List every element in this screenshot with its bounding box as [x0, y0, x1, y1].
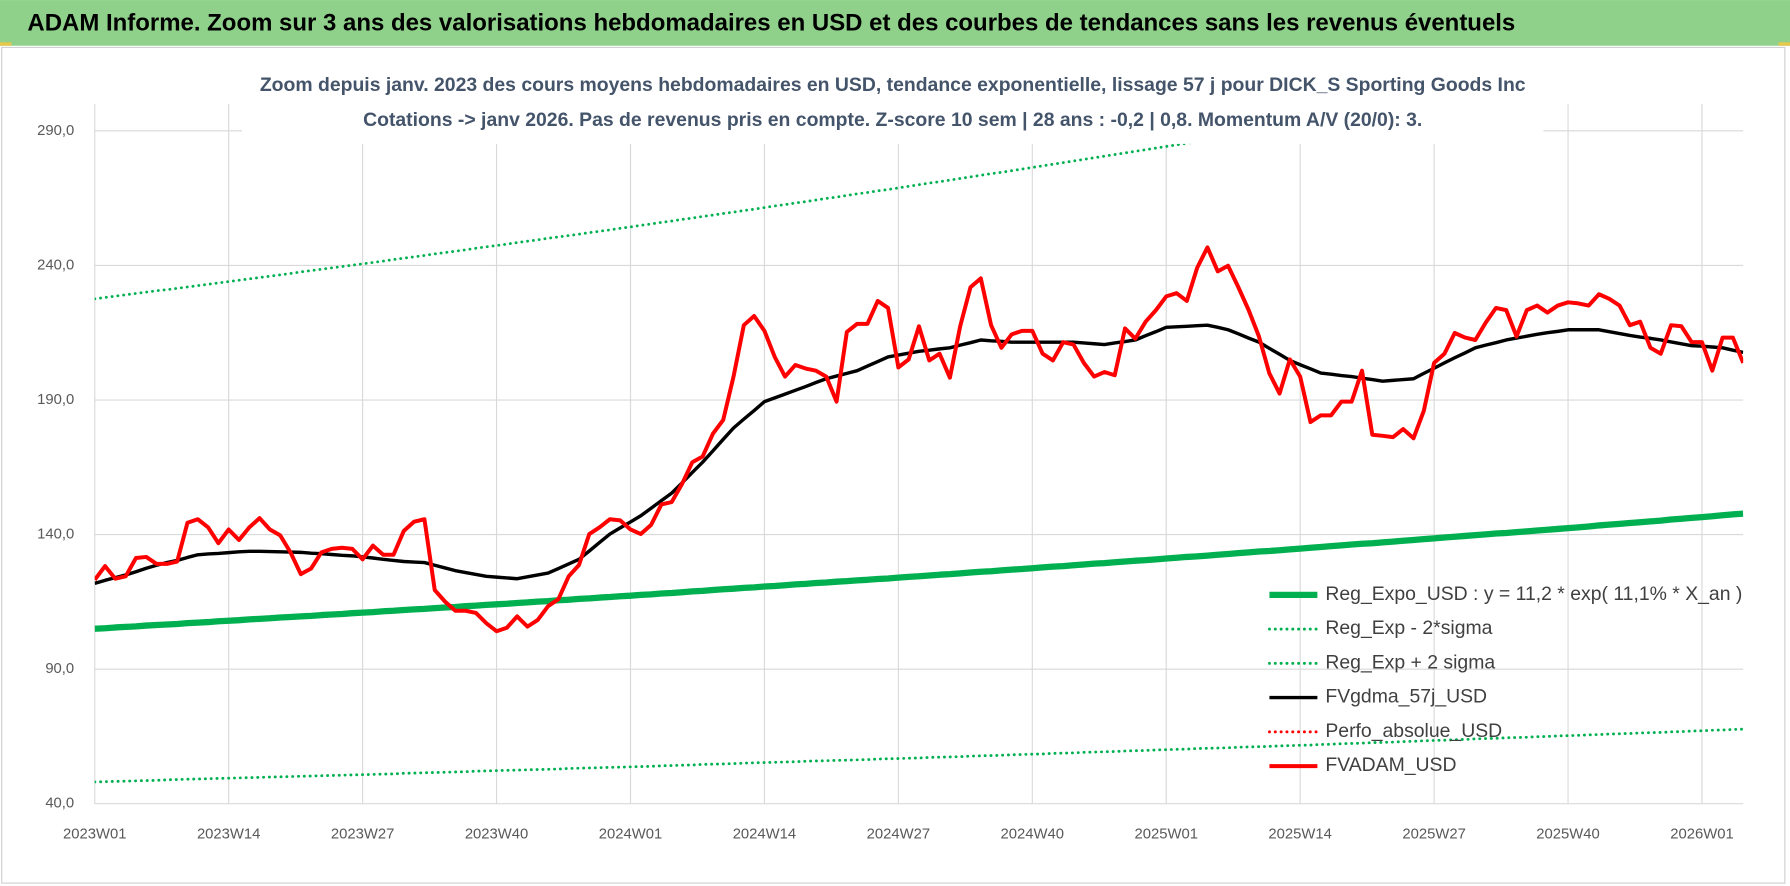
series-line [94, 103, 1437, 301]
series-line [94, 323, 1744, 585]
x-tick-label: 2023W14 [197, 826, 260, 842]
x-tick-label: 2026W01 [1670, 826, 1733, 842]
legend-label: Perfo_absolue_USD [1325, 720, 1502, 742]
series-line [94, 245, 1744, 634]
x-tick-label: 2025W40 [1536, 826, 1599, 842]
x-tick-label: 2023W01 [63, 826, 126, 842]
header-bar [0, 0, 1790, 46]
chart-subtitle: Cotations -> janv 2026. Pas de revenus p… [363, 109, 1422, 131]
series-line [94, 727, 1744, 784]
x-tick-label: 2024W27 [867, 826, 930, 842]
chart-border [1, 46, 1786, 884]
legend-label: FVgdma_57j_USD [1325, 686, 1487, 708]
legend-label: Reg_Exp + 2 sigma [1325, 651, 1495, 673]
x-tick-label: 2025W01 [1134, 826, 1197, 842]
title-box [242, 66, 1544, 144]
y-tick-label: 40,0 [45, 796, 74, 812]
legend-label: Reg_Exp - 2*sigma [1325, 617, 1492, 639]
chart-title: Zoom depuis janv. 2023 des cours moyens … [260, 74, 1526, 96]
x-tick-label: 2024W14 [733, 826, 796, 842]
y-tick-label: 240,0 [37, 257, 74, 273]
y-tick-label: 140,0 [37, 527, 74, 543]
legend-label: Reg_Expo_USD : y = 11,2 * exp( 11,1% * X… [1325, 583, 1742, 605]
header-title: ADAM Informe. Zoom sur 3 ans des valoris… [27, 9, 1515, 36]
series-line [94, 510, 1744, 632]
y-tick-label: 290,0 [37, 123, 74, 139]
legend-label: FVADAM_USD [1325, 754, 1456, 776]
x-tick-label: 2024W01 [599, 826, 662, 842]
header-accent [1778, 42, 1790, 46]
y-tick-label: 190,0 [37, 392, 74, 408]
x-tick-label: 2023W27 [331, 826, 394, 842]
x-tick-label: 2023W40 [465, 826, 528, 842]
y-tick-label: 90,0 [45, 661, 74, 677]
x-tick-label: 2025W14 [1268, 826, 1331, 842]
x-tick-label: 2024W40 [1001, 826, 1064, 842]
header-accent [0, 42, 12, 46]
x-tick-label: 2025W27 [1402, 826, 1465, 842]
